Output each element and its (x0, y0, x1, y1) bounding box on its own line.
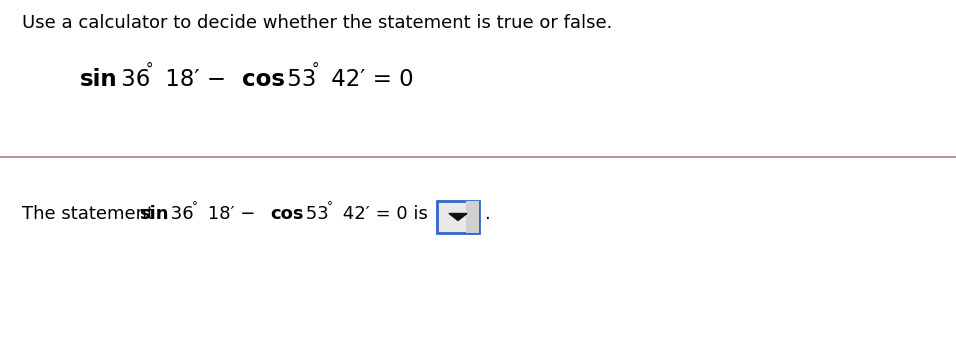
Text: sin: sin (80, 68, 118, 91)
Text: 18′ −: 18′ − (202, 205, 261, 223)
FancyBboxPatch shape (467, 201, 479, 233)
Text: 42′ = 0: 42′ = 0 (324, 68, 414, 91)
Text: The statement: The statement (22, 205, 160, 223)
Text: cos: cos (270, 205, 303, 223)
Text: °: ° (327, 200, 333, 213)
Text: 18′ −: 18′ − (158, 68, 233, 91)
Text: 36: 36 (165, 205, 194, 223)
Text: 42′ = 0 is: 42′ = 0 is (337, 205, 428, 223)
FancyBboxPatch shape (437, 201, 479, 233)
Text: .: . (484, 205, 489, 223)
Text: sin: sin (139, 205, 168, 223)
Text: Use a calculator to decide whether the statement is true or false.: Use a calculator to decide whether the s… (22, 14, 613, 32)
Polygon shape (449, 214, 467, 220)
Text: °: ° (312, 62, 319, 77)
Text: 36: 36 (114, 68, 150, 91)
Text: °: ° (192, 200, 198, 213)
Text: cos: cos (242, 68, 285, 91)
Text: 53: 53 (300, 205, 329, 223)
Text: °: ° (146, 62, 153, 77)
Text: 53: 53 (280, 68, 316, 91)
